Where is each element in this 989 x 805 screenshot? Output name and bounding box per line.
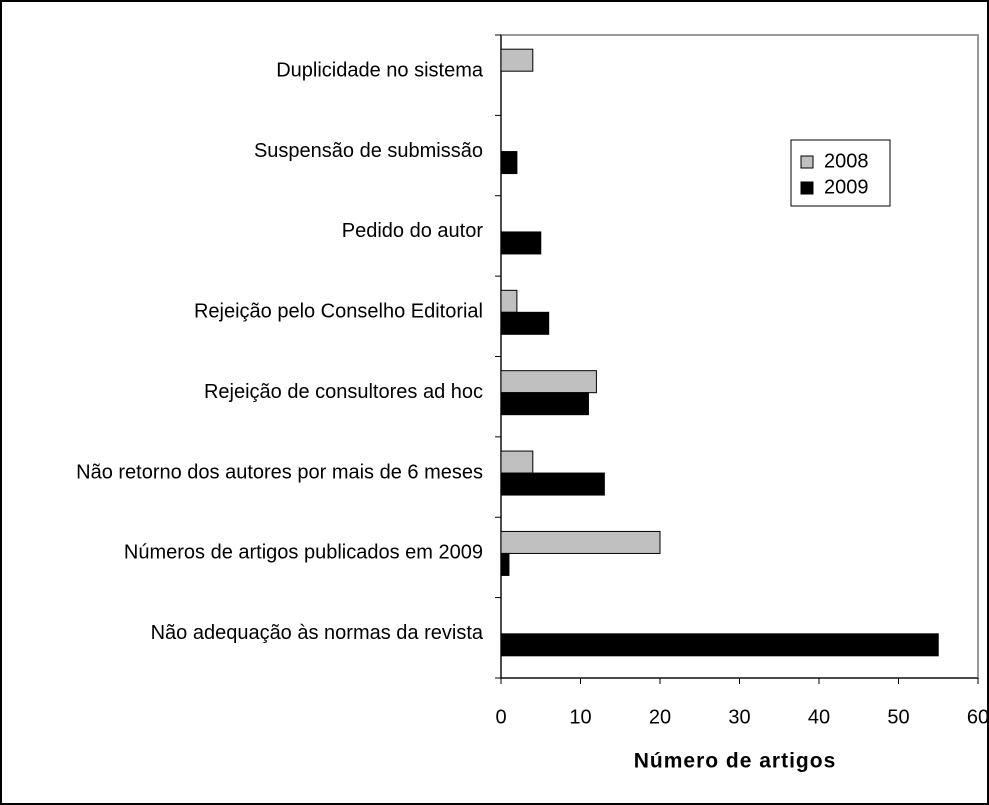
bar [500, 450, 534, 474]
y-tick-label: Duplicidade no sistema [276, 59, 484, 81]
legend-label: 2008 [824, 150, 869, 172]
x-tick-label: 30 [728, 706, 750, 728]
legend-swatch [800, 155, 814, 169]
x-tick-label: 60 [967, 706, 989, 728]
legend [790, 139, 891, 207]
bar [500, 48, 534, 72]
bar [500, 552, 510, 576]
bar [500, 530, 661, 554]
bar [500, 472, 605, 496]
x-axis-title: Número de artigos [634, 750, 837, 773]
plot-area [500, 34, 979, 679]
y-tick-label: Não adequação às normas da revista [151, 622, 484, 644]
bar [500, 289, 518, 313]
y-tick-label: Pedido do autor [342, 220, 484, 242]
y-tick-label: Suspensão de submissão [254, 140, 483, 162]
bar [500, 311, 550, 335]
y-tick-label: Números de artigos publicados em 2009 [124, 542, 483, 564]
y-tick-label: Não retorno dos autores por mais de 6 me… [76, 461, 483, 483]
bar [500, 633, 939, 657]
x-tick-label: 50 [887, 706, 909, 728]
legend-swatch [800, 181, 814, 195]
bar [500, 370, 597, 394]
x-tick-label: 40 [808, 706, 830, 728]
x-tick-label: 20 [649, 706, 671, 728]
y-tick-label: Rejeição de consultores ad hoc [204, 381, 483, 403]
x-tick-label: 0 [495, 706, 506, 728]
bar [500, 231, 542, 255]
bar [500, 151, 518, 175]
bar [500, 392, 589, 416]
legend-label: 2009 [824, 176, 869, 198]
x-tick-label: 10 [569, 706, 591, 728]
y-tick-label: Rejeição pelo Conselho Editorial [194, 301, 483, 323]
